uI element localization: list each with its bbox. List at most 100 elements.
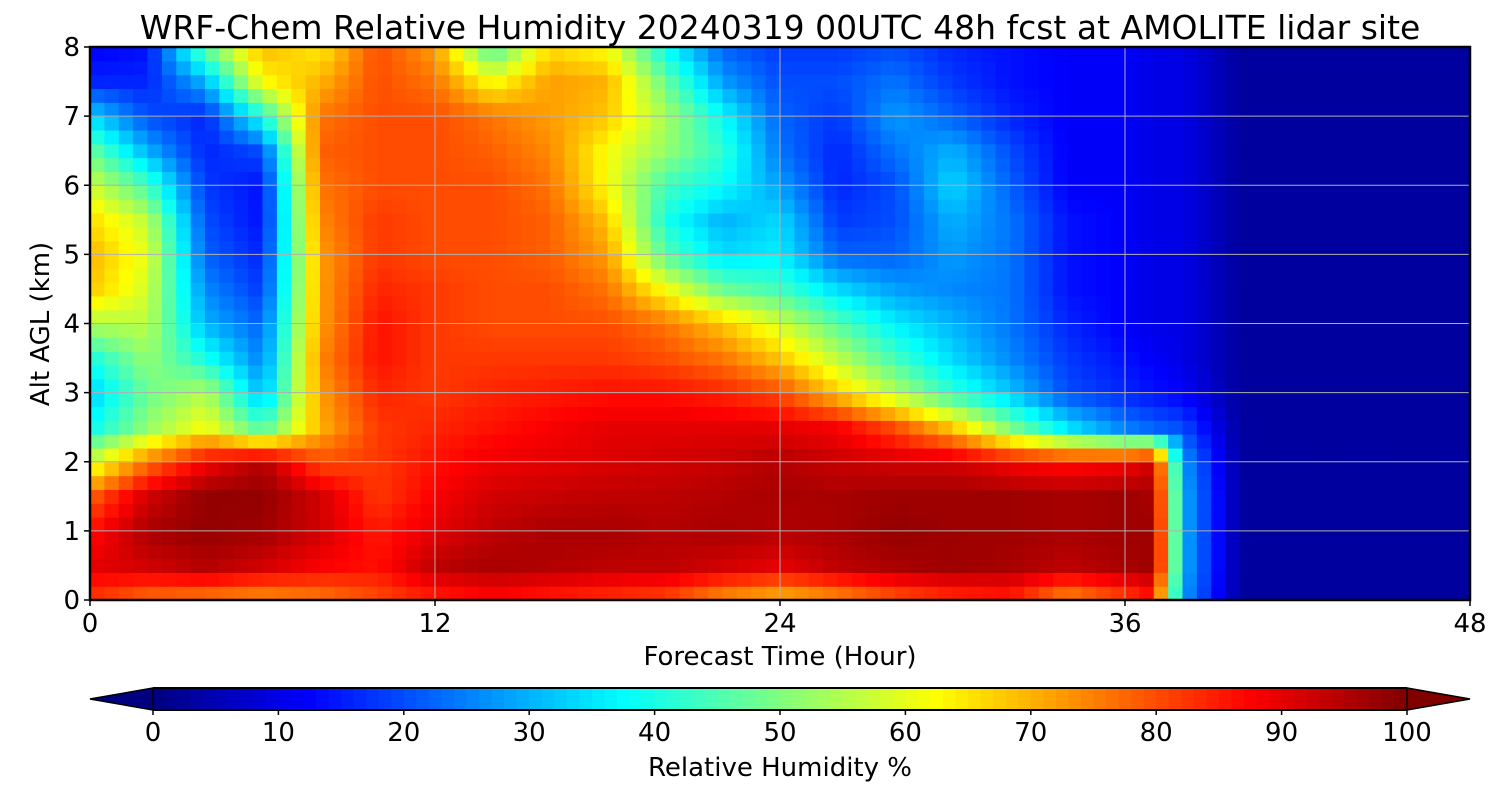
heatmap-cell: [952, 226, 968, 242]
heatmap-cell: [636, 378, 652, 394]
heatmap-cell: [1225, 282, 1241, 297]
heatmap-cell: [291, 378, 307, 394]
heatmap-cell: [205, 364, 220, 380]
heatmap-cell: [794, 447, 810, 463]
heatmap-cell: [1139, 489, 1155, 504]
heatmap-cell: [233, 143, 249, 159]
heatmap-cell: [823, 129, 839, 145]
heatmap-cell: [564, 323, 580, 338]
heatmap-cell: [981, 544, 997, 560]
heatmap-cell: [348, 517, 364, 532]
heatmap-cell: [1096, 323, 1112, 338]
heatmap-cell: [420, 143, 436, 159]
heatmap-cell: [535, 282, 551, 297]
heatmap-cell: [1398, 530, 1414, 546]
heatmap-cell: [1340, 517, 1356, 532]
heatmap-cell: [593, 199, 609, 214]
heatmap-cell: [1297, 88, 1313, 103]
heatmap-cell: [1081, 558, 1097, 573]
heatmap-cell: [895, 337, 910, 352]
heatmap-cell: [391, 475, 407, 490]
heatmap-cell: [1153, 240, 1169, 255]
heatmap-cell: [794, 489, 810, 504]
heatmap-cell: [1240, 517, 1255, 532]
heatmap-cell: [391, 364, 407, 380]
heatmap-cell: [406, 268, 422, 283]
heatmap-cell: [1455, 544, 1471, 560]
heatmap-cell: [176, 517, 192, 532]
heatmap-cell: [665, 461, 680, 477]
heatmap-cell: [1369, 226, 1385, 242]
heatmap-cell: [506, 503, 522, 518]
heatmap-cell: [1096, 157, 1112, 173]
heatmap-cell: [636, 420, 652, 435]
heatmap-cell: [90, 364, 105, 380]
heatmap-cell: [506, 185, 522, 200]
heatmap-cell: [636, 572, 652, 587]
heatmap-cell: [521, 282, 537, 297]
heatmap-cell: [205, 323, 220, 338]
heatmap-cell: [190, 143, 206, 159]
heatmap-cell: [1268, 116, 1284, 131]
heatmap-cell: [535, 143, 551, 159]
heatmap-cell: [593, 185, 609, 200]
heatmap-cell: [607, 171, 623, 186]
heatmap-cell: [1024, 337, 1040, 352]
heatmap-cell: [1038, 116, 1054, 131]
heatmap-cell: [506, 544, 522, 560]
heatmap-cell: [1038, 323, 1054, 338]
heatmap-cell: [765, 475, 781, 490]
heatmap-cell: [780, 489, 795, 504]
heatmap-cell: [1153, 212, 1169, 228]
heatmap-cell: [118, 185, 134, 200]
heatmap-cell: [1383, 74, 1399, 90]
heatmap-cell: [363, 282, 379, 297]
heatmap-cell: [305, 323, 321, 338]
heatmap-cell: [966, 226, 982, 242]
heatmap-cell: [1067, 586, 1083, 601]
heatmap-cell: [1038, 226, 1054, 242]
heatmap-cell: [506, 406, 522, 421]
heatmap-cell: [463, 475, 479, 490]
heatmap-cell: [90, 586, 105, 601]
heatmap-cell: [1182, 378, 1198, 394]
heatmap-cell: [1383, 240, 1399, 255]
heatmap-cell: [377, 309, 393, 325]
heatmap-cell: [1096, 47, 1112, 62]
heatmap-cell: [866, 530, 882, 546]
colorbar-segment: [1080, 688, 1095, 710]
heatmap-cell: [1125, 364, 1140, 380]
heatmap-cell: [823, 74, 839, 90]
heatmap-cell: [952, 282, 968, 297]
heatmap-cell: [205, 268, 220, 283]
heatmap-cell: [621, 295, 637, 311]
heatmap-cell: [506, 434, 522, 449]
heatmap-cell: [851, 88, 867, 103]
heatmap-cell: [1398, 503, 1414, 518]
heatmap-cell: [463, 378, 479, 394]
heatmap-cell: [952, 323, 968, 338]
heatmap-cell: [1038, 586, 1054, 601]
heatmap-cell: [722, 406, 738, 421]
heatmap-cell: [952, 309, 968, 325]
heatmap-cell: [765, 212, 781, 228]
heatmap-cell: [722, 226, 738, 242]
heatmap-cell: [233, 420, 249, 435]
heatmap-cell: [981, 199, 997, 214]
heatmap-cell: [708, 282, 724, 297]
heatmap-cell: [1067, 185, 1083, 200]
heatmap-cell: [1211, 47, 1227, 62]
heatmap-cell: [1096, 254, 1112, 269]
heatmap-cell: [895, 392, 910, 408]
heatmap-cell: [650, 503, 666, 518]
heatmap-cell: [291, 240, 307, 255]
heatmap-cell: [478, 102, 494, 117]
heatmap-cell: [305, 254, 321, 269]
heatmap-cell: [866, 337, 882, 352]
heatmap-cell: [1340, 544, 1356, 560]
heatmap-cell: [449, 517, 465, 532]
x-axis: 0 12 24 36 48: [82, 600, 1487, 639]
heatmap-cell: [808, 254, 824, 269]
heatmap-cell: [1240, 171, 1255, 186]
heatmap-cell: [966, 392, 982, 408]
